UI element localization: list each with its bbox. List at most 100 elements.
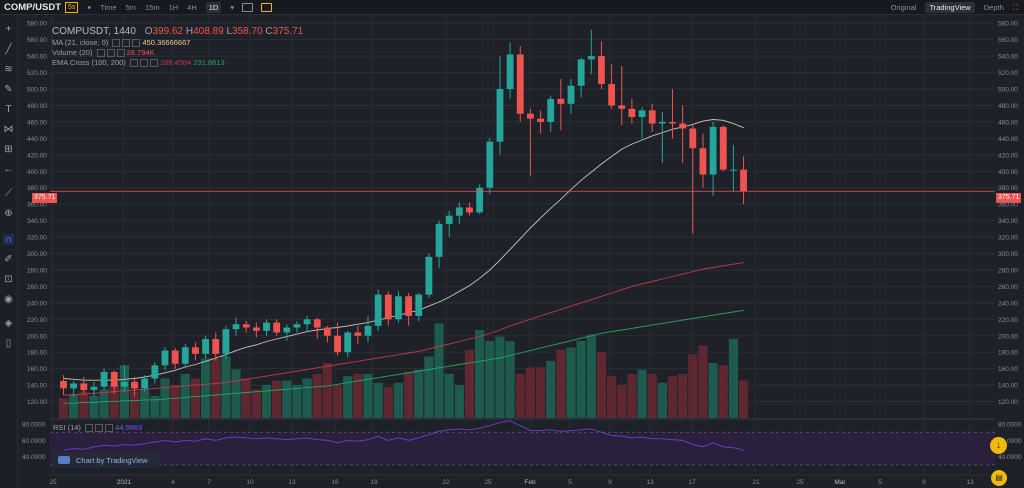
candle-down [618, 105, 626, 109]
chat-icon[interactable]: ▤ [991, 470, 1007, 486]
interval-badge[interactable]: 5s [65, 1, 79, 13]
ema-settings-icon[interactable] [129, 59, 138, 68]
volume-bar [211, 358, 221, 418]
candle-down [80, 383, 88, 391]
candle-down [699, 148, 707, 175]
x-tick-label: 13 [966, 479, 974, 486]
rsi-band [50, 432, 995, 465]
candle-up [455, 207, 463, 216]
interval-15m[interactable]: 15m [144, 2, 160, 12]
volume-bar [454, 385, 464, 418]
rsi-remove-icon[interactable] [105, 424, 114, 433]
interval-4h[interactable]: 4H [187, 2, 197, 12]
volume-hide-icon[interactable] [106, 49, 115, 58]
magnet-icon[interactable]: ∩ [3, 234, 14, 245]
indicators-icon[interactable] [261, 2, 273, 12]
text-icon[interactable]: T [5, 104, 12, 115]
interval-5m[interactable]: 5m [125, 2, 136, 12]
ema-remove-icon[interactable] [149, 59, 158, 68]
x-tick-label: 19 [370, 479, 378, 486]
volume-bar [657, 382, 667, 418]
rsi-tick-label-left: 40.0000 [22, 454, 46, 461]
eye-icon[interactable]: ◉ [4, 294, 13, 305]
y-tick-label-right: 520.00 [998, 70, 1018, 77]
volume-settings-icon[interactable] [96, 49, 105, 58]
fib-icon[interactable]: ≋ [4, 64, 13, 75]
candle-up [263, 322, 270, 331]
y-tick-label-right: 300.00 [998, 251, 1018, 258]
candle-down [242, 324, 250, 328]
candle-up [344, 332, 352, 353]
volume-bar [678, 374, 688, 418]
ma-settings-icon[interactable] [112, 39, 121, 48]
y-tick-label-left: 140.00 [27, 383, 47, 390]
ruler-icon[interactable]: ⟋ [5, 188, 12, 199]
ema-value-1: 288.4584 [159, 58, 192, 67]
rsi-hide-icon[interactable] [95, 424, 104, 433]
volume-bar [515, 374, 525, 418]
tradingview-watermark[interactable]: Chart by TradingView [52, 452, 160, 468]
trash-icon[interactable]: ▯ [5, 338, 12, 349]
measure-icon[interactable]: ⊞ [4, 144, 13, 155]
lock-draw-icon[interactable]: ✐ [4, 254, 13, 265]
y-tick-label-left: 320.00 [27, 235, 47, 242]
y-tick-label-left: 120.00 [27, 399, 47, 406]
interval-1d[interactable]: 1D [205, 1, 222, 13]
candle-down [405, 296, 412, 317]
trendline-icon[interactable]: ╱ [5, 44, 12, 55]
candle-up [374, 294, 382, 326]
ema-value-2: 231.8813 [193, 58, 225, 67]
volume-bar [556, 349, 566, 418]
volume-bar [99, 389, 109, 418]
ma-remove-icon[interactable] [132, 39, 141, 48]
volume-bar [363, 374, 373, 418]
view-tradingview[interactable]: TradingView [925, 2, 975, 13]
fullscreen-icon[interactable]: ⛶ [1012, 2, 1018, 12]
candle-up [425, 256, 433, 295]
y-tick-label-right: 440.00 [998, 136, 1018, 143]
brush-icon[interactable]: ✎ [4, 84, 13, 95]
volume-bar [282, 380, 292, 418]
volume-bar [637, 369, 647, 418]
lock-icon[interactable]: ⊡ [4, 274, 13, 285]
volume-remove-icon[interactable] [116, 49, 125, 58]
ema200-line [63, 309, 744, 404]
chart-legend: COMPUSDT, 1440 O399.62 H408.89 L358.70 C… [52, 26, 303, 68]
zoom-icon[interactable]: ⊕ [4, 208, 13, 219]
volume-bar [231, 369, 241, 418]
view-original[interactable]: Original [890, 3, 917, 12]
symbol-label[interactable]: COMP/USDT [4, 1, 61, 13]
y-tick-label-right: 560.00 [998, 37, 1018, 44]
candle-down [131, 381, 138, 389]
candle-up [638, 110, 646, 117]
volume-bar [485, 341, 495, 418]
y-tick-label-left: 220.00 [27, 317, 47, 324]
pattern-icon[interactable]: ⋈ [3, 124, 14, 135]
candle-up [395, 296, 402, 320]
volume-bar [393, 382, 404, 418]
back-icon[interactable]: ← [3, 164, 14, 175]
x-tick-label: 17 [688, 479, 696, 486]
download-icon[interactable]: ↓ [990, 437, 1007, 454]
settings-icon[interactable] [242, 2, 254, 12]
watermark-text: Chart by TradingView [76, 455, 148, 465]
time-label[interactable]: Time [100, 2, 117, 12]
crosshair-icon[interactable]: + [5, 24, 12, 35]
close-label: C [265, 26, 273, 37]
candle-up [709, 126, 717, 175]
ema-hide-icon[interactable] [139, 59, 148, 68]
interval-menu-chevron-icon[interactable]: ▾ [230, 2, 235, 12]
view-depth[interactable]: Depth [983, 3, 1004, 12]
candle-up [232, 324, 240, 330]
rsi-settings-icon[interactable] [85, 424, 94, 433]
interval-1h[interactable]: 1H [168, 2, 179, 12]
y-tick-label-right: 460.00 [998, 119, 1018, 126]
candle-down [212, 339, 220, 354]
chevron-down-icon[interactable]: ▾ [87, 2, 92, 12]
layers-icon[interactable]: ◈ [4, 318, 13, 329]
ma-hide-icon[interactable] [122, 39, 131, 48]
y-tick-label-right: 200.00 [998, 333, 1018, 340]
volume-bar [444, 374, 454, 418]
candle-down [192, 347, 199, 354]
